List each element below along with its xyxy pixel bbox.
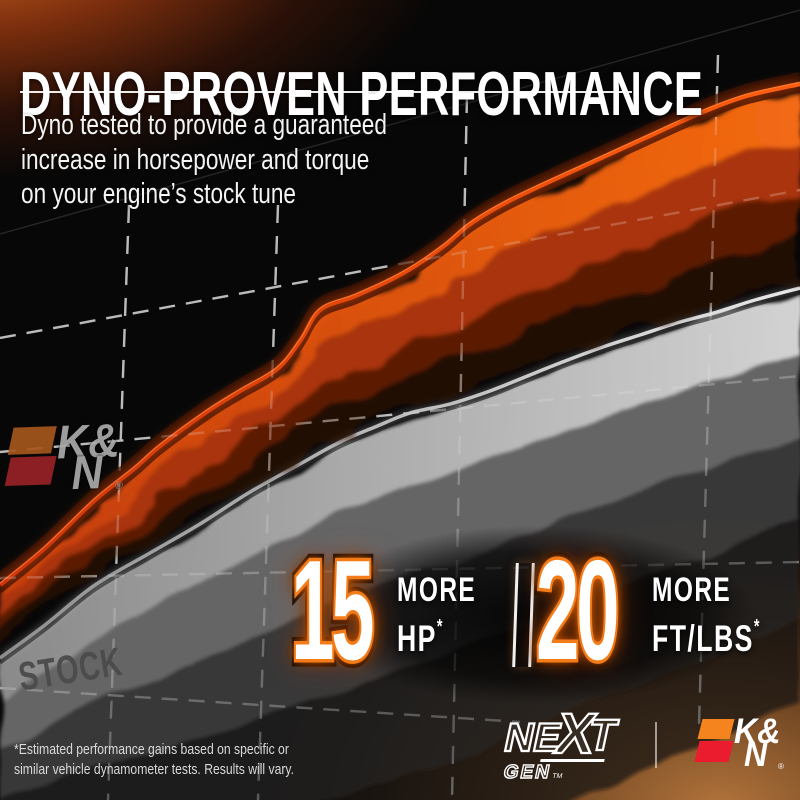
- kn-logo-red-block: [4, 455, 57, 487]
- subtitle-line: on your engine’s stock tune: [21, 178, 296, 210]
- kn-logo-orange-block: [697, 719, 735, 739]
- registered-mark: ®: [114, 479, 124, 492]
- kn-top-highlight: [0, 81, 800, 584]
- trademark-mark: TM: [551, 772, 564, 780]
- gridline-vertical: [106, 204, 131, 800]
- kn-logo-letters: N: [70, 446, 104, 500]
- streak-line: [0, 9, 800, 235]
- background-streak-lines: [0, 9, 800, 235]
- kn-top-line: [0, 81, 800, 587]
- stat-hp-labels: MORE HP*: [397, 571, 477, 659]
- nextgen-logo: NE X T GENTM: [496, 701, 622, 783]
- footer-logos-divider: [655, 722, 657, 768]
- title-underline: [20, 91, 632, 93]
- kn-dark-outline: [0, 72, 800, 582]
- gridline-horizontal: [0, 188, 800, 340]
- registered-mark: ®: [778, 762, 784, 771]
- kn-logo-letters: N: [744, 735, 768, 774]
- footnote-asterisk: *: [436, 616, 444, 638]
- kn-logo-watermark: K& N ®: [2, 415, 153, 505]
- subtitle: Dyno tested to provide a guaranteed incr…: [21, 108, 387, 212]
- kn-logo-letters: K&: [734, 712, 781, 751]
- kn-logo-red-block: [694, 741, 734, 762]
- page-title: DYNO-PROVEN PERFORMANCE: [20, 59, 704, 129]
- stock-fill-band: [0, 293, 800, 699]
- kn-fill-band: [0, 141, 800, 620]
- stock-top-line: [0, 286, 800, 660]
- subtitle-line: increase in horsepower and torque: [21, 143, 370, 176]
- kn-performance-curve: [0, 72, 800, 648]
- footnote-asterisk: *: [753, 616, 761, 638]
- stock-edge-gap: [0, 290, 800, 665]
- kn-logo-orange-block: [7, 426, 57, 455]
- disclaimer-line: similar vehicle dynamometer tests. Resul…: [14, 761, 294, 778]
- kn-edge-gap: [0, 86, 800, 593]
- stats-divider: [512, 563, 535, 667]
- kn-fill-band: [0, 194, 800, 634]
- kn-fill-band: [0, 91, 800, 603]
- kn-logo: K& N ®: [694, 712, 800, 776]
- kn-fill-band: [0, 239, 800, 648]
- nextgen-logo-gen: GEN: [501, 761, 554, 783]
- gridline-vertical: [450, 94, 469, 800]
- stat-torque-labels: MORE FT/LBS*: [652, 571, 761, 659]
- subtitle-line: Dyno tested to provide a guaranteed: [21, 109, 387, 141]
- disclaimer-line: *Estimated performance gains based on sp…: [14, 742, 289, 758]
- disclaimer: *Estimated performance gains based on sp…: [14, 741, 294, 780]
- performance-stats: 15 15 15 MORE HP* 20 20 20 MORE FT/LBS*: [287, 531, 761, 690]
